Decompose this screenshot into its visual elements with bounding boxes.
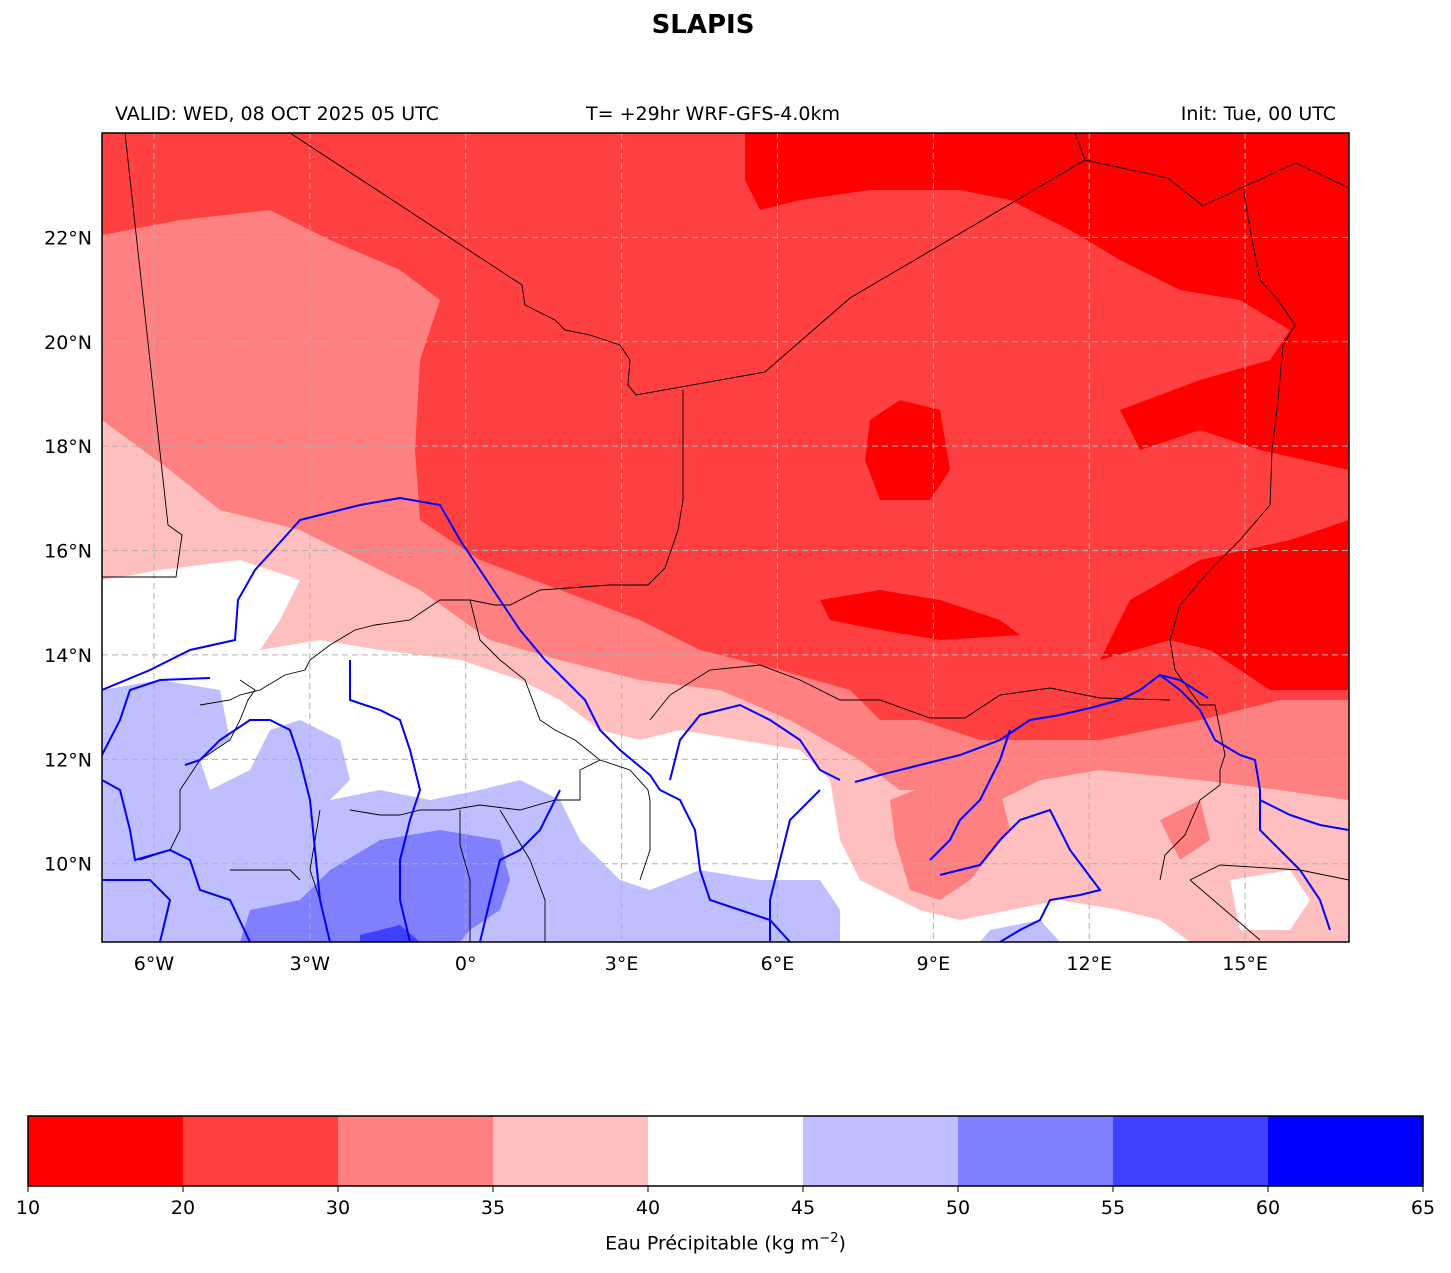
latitude-tick-label: 16°N xyxy=(44,541,92,563)
latitude-tick-label: 10°N xyxy=(44,854,92,876)
colorbar-swatch xyxy=(1113,1116,1269,1186)
colorbar-tick-label: 65 xyxy=(1411,1197,1435,1219)
field-10-20-south xyxy=(820,590,1020,640)
longitude-tick-label: 15°E xyxy=(1222,953,1268,975)
rivers xyxy=(102,496,1349,942)
latitude-tick-label: 20°N xyxy=(44,332,92,354)
init-time-label: Init: Tue, 00 UTC xyxy=(1180,103,1336,125)
colorbar-tick-label: 35 xyxy=(481,1197,505,1219)
colorbar-swatch xyxy=(648,1116,804,1186)
longitude-tick-label: 3°E xyxy=(605,953,639,975)
colorbar-tick-label: 30 xyxy=(326,1197,350,1219)
field-50-55 xyxy=(240,830,510,942)
colorbar-swatch xyxy=(28,1116,184,1186)
colorbar-tick-label: 20 xyxy=(171,1197,195,1219)
map-frame xyxy=(101,132,1350,943)
longitude-tick-label: 9°E xyxy=(917,953,951,975)
latitude-tick-label: 14°N xyxy=(44,645,92,667)
colorbar-tick-label: 60 xyxy=(1256,1197,1280,1219)
field-55-60 xyxy=(360,925,420,942)
colorbar-frame xyxy=(27,1115,1424,1187)
colorbar-swatch xyxy=(958,1116,1114,1186)
colorbar-swatch xyxy=(803,1116,959,1186)
colorbar-tick-label: 55 xyxy=(1101,1197,1125,1219)
longitude-tick-label: 3°W xyxy=(290,953,331,975)
longitude-ticks: 6°W 3°W 0° 3°E 6°E 9°E 12°E 15°E xyxy=(134,953,1268,975)
colorbar-tick-label: 40 xyxy=(636,1197,660,1219)
field-30-35 xyxy=(102,210,1349,800)
latitude-tick-label: 22°N xyxy=(44,227,92,249)
colorbar-swatch xyxy=(1268,1116,1424,1186)
field-10-20-northeast xyxy=(745,133,1349,690)
model-run-label: T= +29hr WRF-GFS-4.0km xyxy=(586,103,840,125)
map-title: SLAPIS xyxy=(651,10,755,40)
latitude-tick-label: 12°N xyxy=(44,749,92,771)
colorbar: 10 20 30 35 40 45 50 55 60 65 xyxy=(16,1115,1435,1219)
colorbar-tick-label: 45 xyxy=(791,1197,815,1219)
colorbar-swatch xyxy=(493,1116,649,1186)
valid-time-label: VALID: WED, 08 OCT 2025 05 UTC xyxy=(115,103,439,125)
map-field xyxy=(102,133,1349,942)
map-gridlines xyxy=(102,133,1349,942)
longitude-tick-label: 0° xyxy=(455,953,477,975)
colorbar-label: Eau Précipitable (kg m−2) xyxy=(605,1231,846,1255)
colorbar-tick-label: 50 xyxy=(946,1197,970,1219)
longitude-tick-label: 12°E xyxy=(1066,953,1112,975)
longitude-tick-label: 6°W xyxy=(134,953,175,975)
field-10-20-air xyxy=(865,400,950,500)
field-45-50 xyxy=(102,680,840,942)
colorbar-tick-label: 10 xyxy=(16,1197,40,1219)
colorbar-swatch xyxy=(183,1116,339,1186)
latitude-ticks: 22°N 20°N 18°N 16°N 14°N 12°N 10°N xyxy=(44,227,92,875)
latitude-tick-label: 18°N xyxy=(44,436,92,458)
longitude-tick-label: 6°E xyxy=(761,953,795,975)
colorbar-swatch xyxy=(338,1116,494,1186)
